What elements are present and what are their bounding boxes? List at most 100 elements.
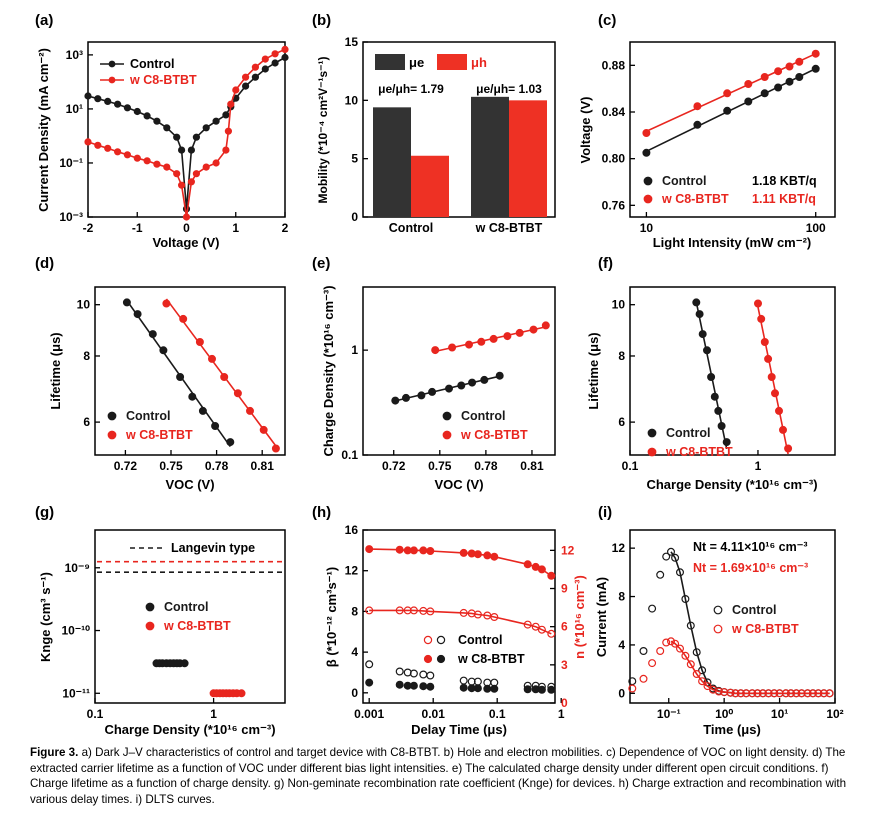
series-control-open-point-h [459,676,468,685]
legend-label-g: w C8-BTBT [163,619,231,633]
legend-marker-e [442,411,452,421]
legend-label-f: Control [666,426,710,440]
ratio-annotation-b: μe/μh= 1.79 [378,82,444,96]
series-control-point-f [717,422,726,431]
series-control-point-a [202,124,210,132]
y-tick-label-f: 8 [618,349,625,363]
legend-label-a: Control [130,57,174,71]
bar-mu-h [411,155,449,217]
series-control-point-a [271,59,279,67]
series-c8-point-a [232,86,240,94]
series-control-point-a [163,124,171,132]
series-control-point-d [176,373,185,382]
series-control-point-c [744,97,753,106]
y-tick-label-a: 10⁻³ [59,210,83,224]
series-c8-point-i [671,639,680,648]
series-c8-point-f [764,354,773,363]
y-tick-label-b: 10 [345,93,359,107]
series-c8-point-f [767,373,776,382]
y-axis-label-c: Voltage (V) [578,97,593,164]
series-c8-point-i [656,646,665,655]
series-control-point-d [159,346,168,355]
x-tick-label-i: 10⁻¹ [657,707,681,721]
plot-frame-d [94,286,286,456]
series-control-point-i [648,604,657,613]
series-c8-point-a [281,45,289,54]
legend-marker-g [145,602,155,612]
x-axis-label-c: Light Intensity (mW cm⁻²) [653,235,812,250]
series-control-point-a [242,82,250,90]
y-tick-label-h: 0 [351,686,358,700]
series-control-filled-point-h [473,684,482,693]
legend-marker-i [713,605,723,615]
series-c8-point-a [227,100,235,108]
series-c8-filled-point-h [483,551,492,560]
legend-marker-i [713,624,723,634]
legend-marker-h [436,654,446,664]
series-control-filled-point-h [395,680,404,689]
series-c8-point-a [212,159,220,167]
y-tick-label-c: 0.88 [602,58,626,72]
series-c8-point-a [133,154,141,162]
series-control-point-i [675,568,684,577]
series-control-filled-point-h [426,682,435,691]
series-c8-filled-point-h [409,546,418,555]
series-c8-point-i [753,689,762,698]
series-c8-point-i [770,689,779,698]
series-c8-point-d [220,373,229,382]
y-tick-label-b: 0 [351,210,358,224]
series-control-point-e [480,375,489,384]
y-tick-label-d: 6 [83,415,90,429]
series-c8-point-i [726,688,735,697]
legend-label-g: Control [164,600,208,614]
series-control-point-c [785,77,794,86]
panel-label-h: (h) [312,504,331,521]
series-c8-point-a [173,170,181,178]
series-control-point-e [428,387,437,396]
y-tick-label-h: 12 [345,564,359,578]
series-c8-point-f [753,299,762,308]
series-c8-point-i [808,689,817,698]
series-c8-point-i [781,689,790,698]
trap-density-label-i: Nt = 1.69×10¹⁶ cm⁻³ [693,561,808,575]
y-axis-label-b: Mobility (*10⁻⁴ cm²V⁻¹s⁻¹) [316,57,330,204]
legend-marker-h [436,635,446,645]
legend-swatch-b [375,54,405,70]
plot-frame-h [362,529,556,704]
series-control-point-i [656,570,665,579]
x-tick-label-b: Control [389,221,433,235]
series-c8-point-e [529,325,538,334]
series-control-point-c [811,64,820,73]
y-tick-label-c: 0.84 [602,105,626,119]
panel-label-g: (g) [35,504,54,521]
y-tick-label-d: 10 [77,298,91,312]
series-c8-open-point-h [523,620,532,629]
x-tick-label-a: -1 [132,221,143,235]
y-tick-label-i: 4 [618,638,625,652]
x-tick-label-d: 0.81 [251,459,275,473]
series-control-point-c [723,106,732,115]
series-c8-point-a [143,157,151,165]
series-control-point-d [198,406,207,415]
y-tick-label-g: 10⁻¹⁰ [62,624,91,638]
series-c8-point-i [814,689,823,698]
series-control-point-d [211,422,220,431]
legend-label-d: Control [126,409,170,423]
y-axis-label-i: Current (mA) [594,577,609,657]
series-c8-point-c [642,129,651,138]
panel-label-b: (b) [312,12,331,29]
series-control-point-e [495,371,504,380]
series-control-point-f [710,392,719,401]
trap-density-label-i: Nt = 4.11×10¹⁶ cm⁻³ [693,540,808,554]
y2-tick-label-h: 12 [561,543,575,557]
series-c8-point-i [628,684,637,693]
series-control-point-e [417,391,426,400]
series-control-filled-point-h [490,684,499,693]
series-c8-point-a [202,163,210,171]
series-c8-point-i [703,682,712,691]
legend-label-c: w C8-BTBT [661,192,729,206]
series-control-point-f [698,330,707,339]
plot-frame-c [629,41,836,218]
y-tick-label-f: 6 [618,415,625,429]
legend-label-b: μe [409,55,424,70]
